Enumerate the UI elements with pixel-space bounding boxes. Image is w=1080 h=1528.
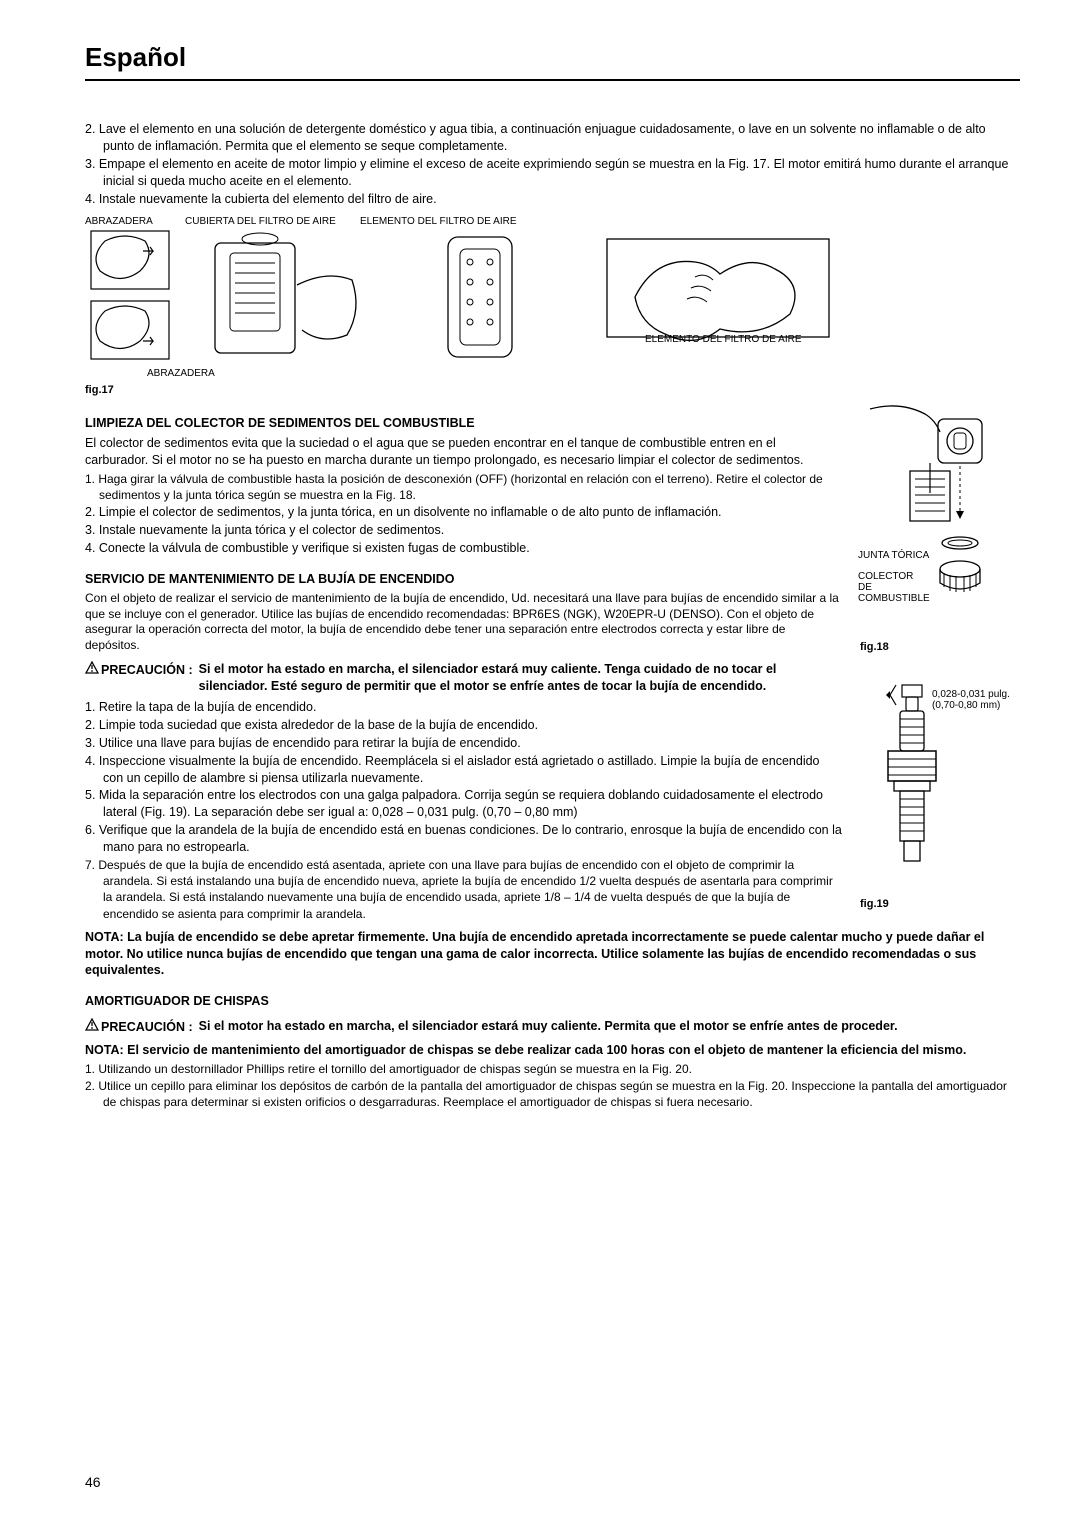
fig17-label-elemento-right: ELEMENTO DEL FILTRO DE AIRE (645, 333, 802, 347)
nota-2: NOTA: El servicio de mantenimiento del a… (85, 1042, 1020, 1059)
fig17-label-abrazadera-top: ABRAZADERA (85, 215, 153, 229)
fig19-gap-2: (0,70-0,80 mm) (932, 700, 1000, 711)
fig18-label-junta: JUNTA TÓRICA (858, 549, 1020, 563)
main-column: LIMPIEZA DEL COLECTOR DE SEDIMENTOS DEL … (85, 401, 842, 922)
list-item: 1. Utilizando un destornillador Phillips… (85, 1061, 1020, 1077)
list-item: 2. Utilice un cepillo para eliminar los … (85, 1078, 1020, 1110)
fig17-filter-icon (420, 227, 540, 377)
fig17-caption: fig.17 (85, 383, 114, 398)
limpieza-intro: El colector de sedimentos evita que la s… (85, 435, 842, 469)
side-column: JUNTA TÓRICA COLECTOR DE COMBUSTIBLE fig… (860, 401, 1020, 922)
figure-17-row: ABRAZADERA CUBIERTA DEL FILTRO DE AIRE E… (85, 215, 1020, 395)
list-item: 2. Lave el elemento en una solución de d… (85, 121, 1020, 155)
list-item: 5. Mida la separación entre los electrod… (85, 787, 842, 821)
precaucion-label-text: PRECAUCIÓN : (101, 1020, 193, 1034)
fig17-engine-icon (205, 225, 375, 375)
precaucion-label: PRECAUCIÓN : (85, 1018, 193, 1036)
list-item: 7. Después de que la bujía de encendido … (85, 857, 842, 922)
precaucion-text: Si el motor ha estado en marcha, el sile… (199, 661, 842, 695)
precaucion-text: Si el motor ha estado en marcha, el sile… (199, 1018, 898, 1036)
top-list: 2. Lave el elemento en una solución de d… (85, 121, 1020, 207)
section-head-amortiguador: AMORTIGUADOR DE CHISPAS (85, 993, 1020, 1010)
list-item: 2. Limpie el colector de sedimentos, y l… (85, 504, 842, 521)
fig18-caption: fig.18 (860, 640, 1020, 655)
nota-text: El servicio de mantenimiento del amortig… (127, 1043, 966, 1057)
list-item: 6. Verifique que la arandela de la bujía… (85, 822, 842, 856)
warning-triangle-icon (85, 1018, 99, 1031)
section-head-limpieza: LIMPIEZA DEL COLECTOR DE SEDIMENTOS DEL … (85, 415, 842, 432)
list-item: 4. Instale nuevamente la cubierta del el… (85, 191, 1020, 208)
list-item: 1. Retire la tapa de la bujía de encendi… (85, 699, 842, 716)
list-item: 3. Utilice una llave para bujías de ence… (85, 735, 842, 752)
fig19-gap-1: 0,028-0,031 pulg. (932, 689, 1010, 700)
list-item: 3. Empape el elemento en aceite de motor… (85, 156, 1020, 190)
precaucion-2: PRECAUCIÓN : Si el motor ha estado en ma… (85, 1018, 1020, 1036)
fig19-caption: fig.19 (860, 897, 1020, 912)
nota-text: La bujía de encendido se debe apretar fi… (85, 930, 984, 978)
fig17-label-abrazadera-bottom: ABRAZADERA (147, 367, 215, 381)
precaucion-label: PRECAUCIÓN : (85, 661, 193, 695)
list-item: 2. Limpie toda suciedad que exista alred… (85, 717, 842, 734)
precaucion-label-text: PRECAUCIÓN : (101, 663, 193, 677)
nota-lead: NOTA: (85, 930, 124, 944)
list-item: 4. Conecte la válvula de combustible y v… (85, 540, 842, 557)
bujia-intro: Con el objeto de realizar el servicio de… (85, 591, 842, 653)
fig18-label-colector: COLECTOR DE COMBUSTIBLE (858, 571, 928, 604)
language-header: Español (85, 40, 1020, 81)
page-number: 46 (85, 1473, 101, 1492)
fig17-clamp-icon (85, 229, 175, 369)
two-column-region: LIMPIEZA DEL COLECTOR DE SEDIMENTOS DEL … (85, 401, 1020, 922)
list-item: 1. Haga girar la válvula de combustible … (85, 471, 842, 503)
precaucion-1: PRECAUCIÓN : Si el motor ha estado en ma… (85, 661, 842, 695)
nota-lead: NOTA: (85, 1043, 124, 1057)
list-item: 3. Instale nuevamente la junta tórica y … (85, 522, 842, 539)
section-head-bujia: SERVICIO DE MANTENIMIENTO DE LA BUJÍA DE… (85, 571, 842, 588)
warning-triangle-icon (85, 661, 99, 674)
list-item: 4. Inspeccione visualmente la bujía de e… (85, 753, 842, 787)
nota-1: NOTA: La bujía de encendido se debe apre… (85, 929, 1020, 980)
